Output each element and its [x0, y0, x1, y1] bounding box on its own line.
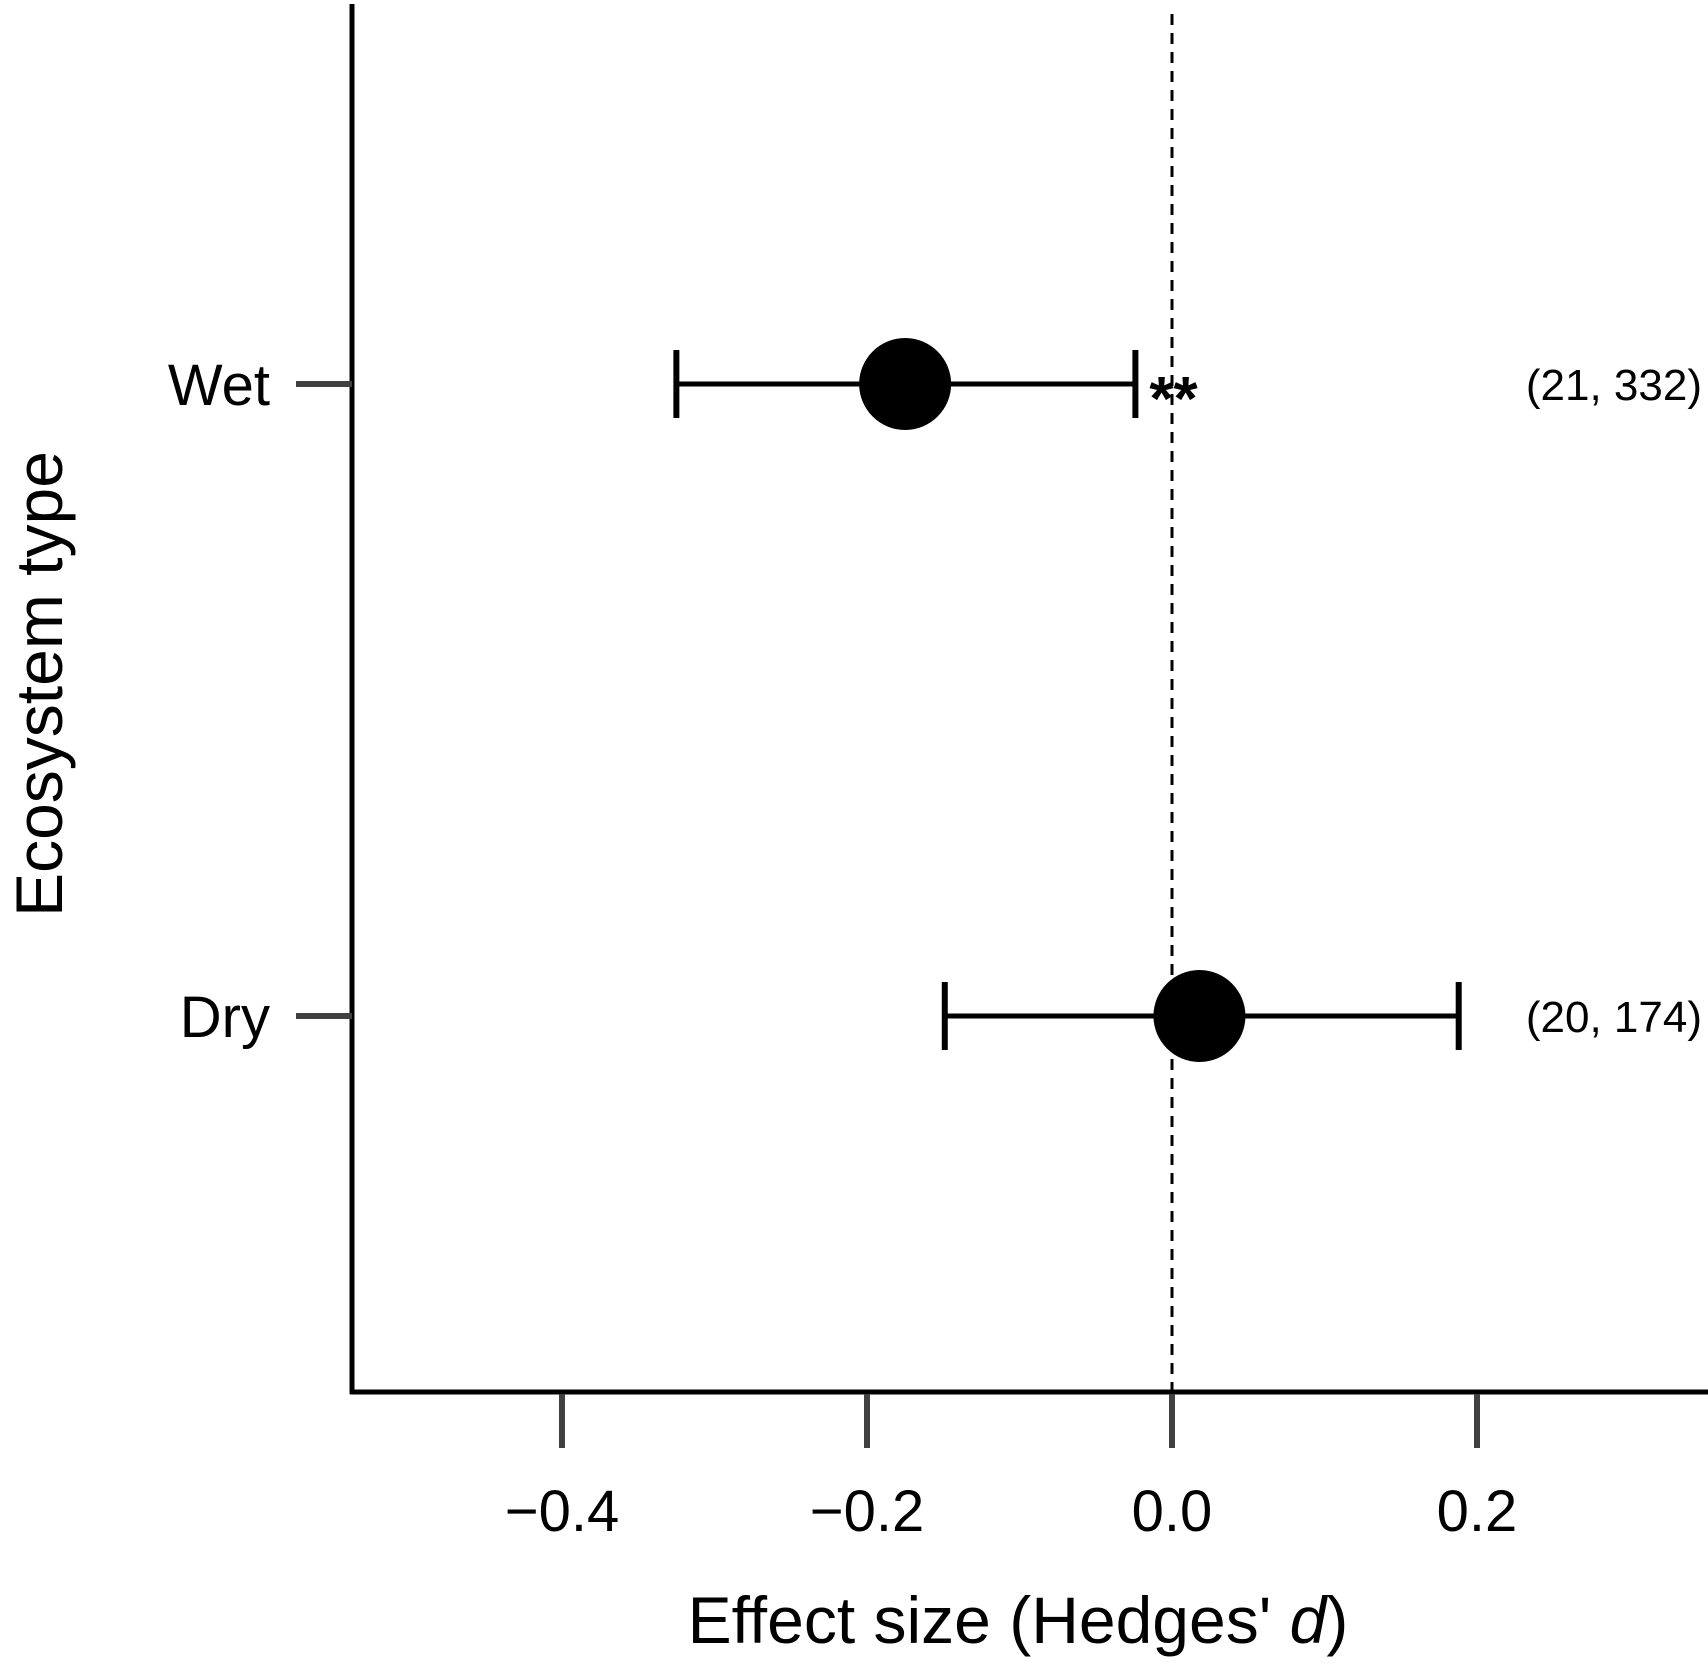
x-axis-title: Effect size (Hedges' d) — [688, 1583, 1349, 1657]
significance-label: ** — [1149, 365, 1198, 434]
x-title-suffix: ) — [1326, 1583, 1348, 1657]
y-axis-title: Ecosystem type — [2, 451, 76, 917]
sample-size-annotation: (21, 332) — [1526, 361, 1702, 410]
x-tick-label: 0.0 — [1132, 1479, 1213, 1544]
sample-size-annotation: (20, 174) — [1526, 993, 1702, 1042]
y-category-label: Wet — [168, 353, 270, 418]
x-ticks: −0.4 −0.2 0.0 0.2 — [505, 1394, 1518, 1544]
x-tick-label: 0.2 — [1437, 1479, 1518, 1544]
data-marks: ** (21, 332) (20, 174) — [673, 338, 1702, 1062]
x-tick-label: −0.2 — [810, 1479, 925, 1544]
effect-point — [1153, 970, 1246, 1062]
axes — [349, 4, 1708, 1395]
x-title-text: Effect size (Hedges' — [688, 1583, 1290, 1657]
y-category-label: Dry — [180, 985, 270, 1050]
effect-point — [859, 338, 952, 430]
x-title-italic: d — [1290, 1583, 1329, 1657]
x-tick-label: −0.4 — [505, 1479, 620, 1544]
y-ticks: Wet Dry — [168, 353, 352, 1050]
